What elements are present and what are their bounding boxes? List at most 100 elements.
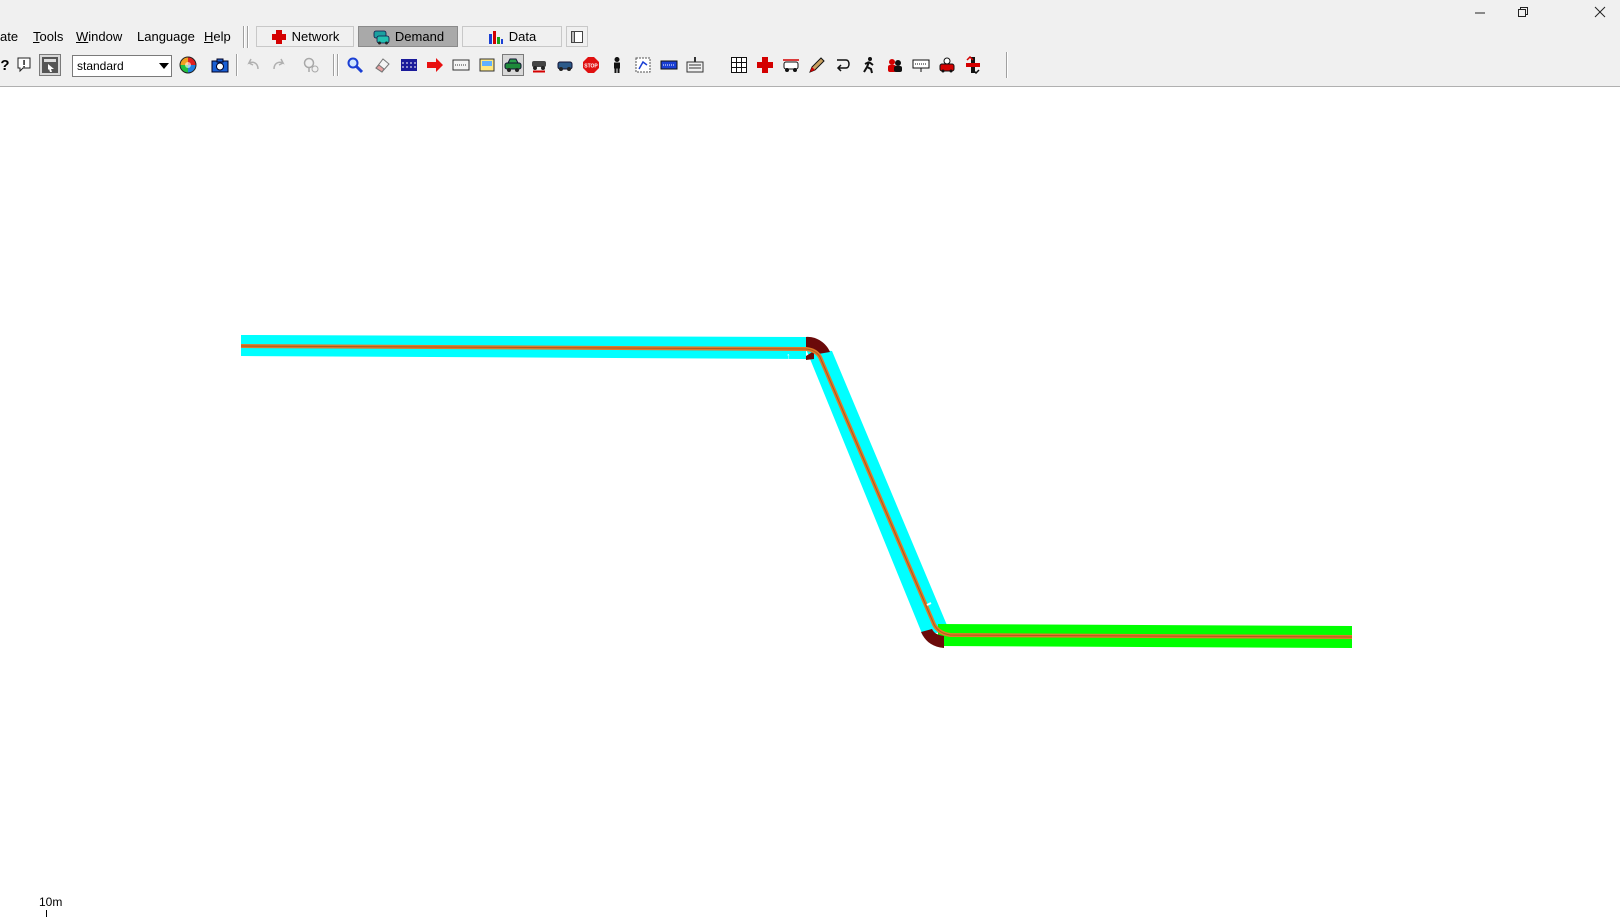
add-cross-icon — [271, 29, 286, 44]
flow-button[interactable] — [962, 54, 984, 76]
restore-button[interactable] — [1503, 0, 1543, 23]
title-bar — [0, 0, 1620, 23]
scheme-select-value: standard — [77, 59, 124, 73]
container-button[interactable] — [780, 54, 802, 76]
redo-button[interactable] — [268, 54, 290, 76]
info-icon — [17, 57, 31, 73]
screenshot-button[interactable] — [209, 54, 231, 76]
inspect-button[interactable] — [344, 54, 366, 76]
undo-icon — [247, 58, 259, 70]
redo-icon — [273, 58, 285, 70]
info-button[interactable] — [13, 54, 35, 76]
vehicle-icon — [557, 61, 573, 71]
junction-1-inner — [806, 351, 814, 360]
menu-language[interactable]: Language — [137, 29, 195, 44]
toolbar-separator — [1006, 52, 1008, 78]
flow-icon — [966, 56, 980, 74]
detector-button[interactable] — [658, 54, 680, 76]
scale-label: 10m — [39, 895, 63, 909]
walking-button[interactable] — [858, 54, 880, 76]
lanes-icon — [401, 59, 417, 71]
toolbar-separator — [333, 54, 335, 76]
variable-speed-icon — [686, 57, 704, 73]
help-icon: ? — [0, 56, 10, 74]
menu-separator — [243, 26, 245, 48]
menu-button[interactable] — [39, 54, 61, 76]
persons-button[interactable] — [884, 54, 906, 76]
stop-sign-icon: STOP — [583, 57, 599, 73]
detector-icon — [660, 60, 678, 70]
network-mode-button[interactable]: Network — [256, 26, 354, 47]
bus-stop-icon — [479, 58, 495, 72]
route-icon — [635, 57, 651, 73]
vehicle-type-button[interactable] — [528, 54, 550, 76]
reroute-button[interactable] — [832, 54, 854, 76]
menu-simulate[interactable]: ate — [0, 29, 19, 44]
direction-button[interactable] — [424, 54, 446, 76]
menu-tools[interactable]: Tools — [33, 29, 64, 44]
bar-chart-icon — [488, 30, 503, 44]
grid-icon — [731, 57, 747, 73]
menu-window[interactable]: Window — [76, 29, 123, 44]
grid-button[interactable] — [728, 54, 750, 76]
window-icon — [571, 30, 583, 43]
vehicle-distribution-button[interactable] — [554, 54, 576, 76]
close-icon — [1594, 6, 1606, 17]
route-button[interactable] — [632, 54, 654, 76]
close-button[interactable] — [1580, 0, 1620, 23]
display-icon — [912, 59, 930, 72]
network-canvas[interactable]: ↑ — [0, 87, 1620, 917]
toolbar-separator — [236, 54, 238, 76]
edit-button[interactable] — [806, 54, 828, 76]
search-icon — [347, 57, 364, 74]
toolbar: ? standard — [0, 50, 1620, 80]
route-line[interactable] — [240, 344, 1353, 639]
menu-bar: ate Tools Window Language Help Network D… — [0, 23, 1620, 50]
vehicle-type-icon — [532, 61, 546, 73]
variable-speed-button[interactable] — [684, 54, 706, 76]
demand-mode-button[interactable]: Demand — [358, 26, 458, 47]
parking-icon — [939, 57, 955, 73]
edit-icon — [809, 57, 825, 73]
menu-icon — [42, 57, 58, 73]
menu-help[interactable]: Help — [204, 29, 231, 44]
toolbar-separator — [337, 54, 339, 76]
locate-button[interactable] — [300, 54, 322, 76]
color-wheel-icon — [179, 56, 197, 74]
lane-marker — [926, 602, 932, 606]
persons-icon — [888, 59, 902, 72]
undo-button[interactable] — [242, 54, 264, 76]
color-wheel-button[interactable] — [177, 54, 199, 76]
camera-icon — [211, 58, 229, 73]
junction-2[interactable] — [921, 629, 944, 648]
container-icon — [783, 59, 799, 72]
add-button[interactable] — [754, 54, 776, 76]
toolbar-border — [0, 80, 1620, 87]
bus-stop-button[interactable] — [476, 54, 498, 76]
calibrator-button[interactable] — [450, 54, 472, 76]
parking-button[interactable] — [936, 54, 958, 76]
walking-icon — [863, 57, 874, 74]
data-mode-button[interactable]: Data — [462, 26, 562, 47]
vehicle-button[interactable] — [502, 54, 524, 76]
calibrator-icon — [452, 59, 470, 71]
window-toggle-button[interactable] — [566, 26, 588, 47]
restore-icon — [1518, 6, 1528, 17]
scheme-select[interactable]: standard — [72, 55, 172, 77]
person-button[interactable] — [606, 54, 628, 76]
lanes-button[interactable] — [398, 54, 420, 76]
arrow-right-icon — [427, 58, 443, 72]
help-button[interactable]: ? — [0, 54, 16, 76]
delete-button[interactable] — [371, 54, 393, 76]
stop-button[interactable]: STOP — [580, 54, 602, 76]
minimize-button[interactable] — [1460, 0, 1500, 23]
lane-marker: ↑ — [786, 351, 791, 361]
car-icon — [504, 58, 522, 72]
menu-separator — [247, 26, 249, 48]
network-view[interactable]: ↑ — [0, 87, 1620, 917]
display-button[interactable] — [910, 54, 932, 76]
vehicles-icon — [373, 30, 390, 44]
route-line-dark — [240, 345, 1353, 638]
network-mode-label: Network — [291, 29, 340, 44]
